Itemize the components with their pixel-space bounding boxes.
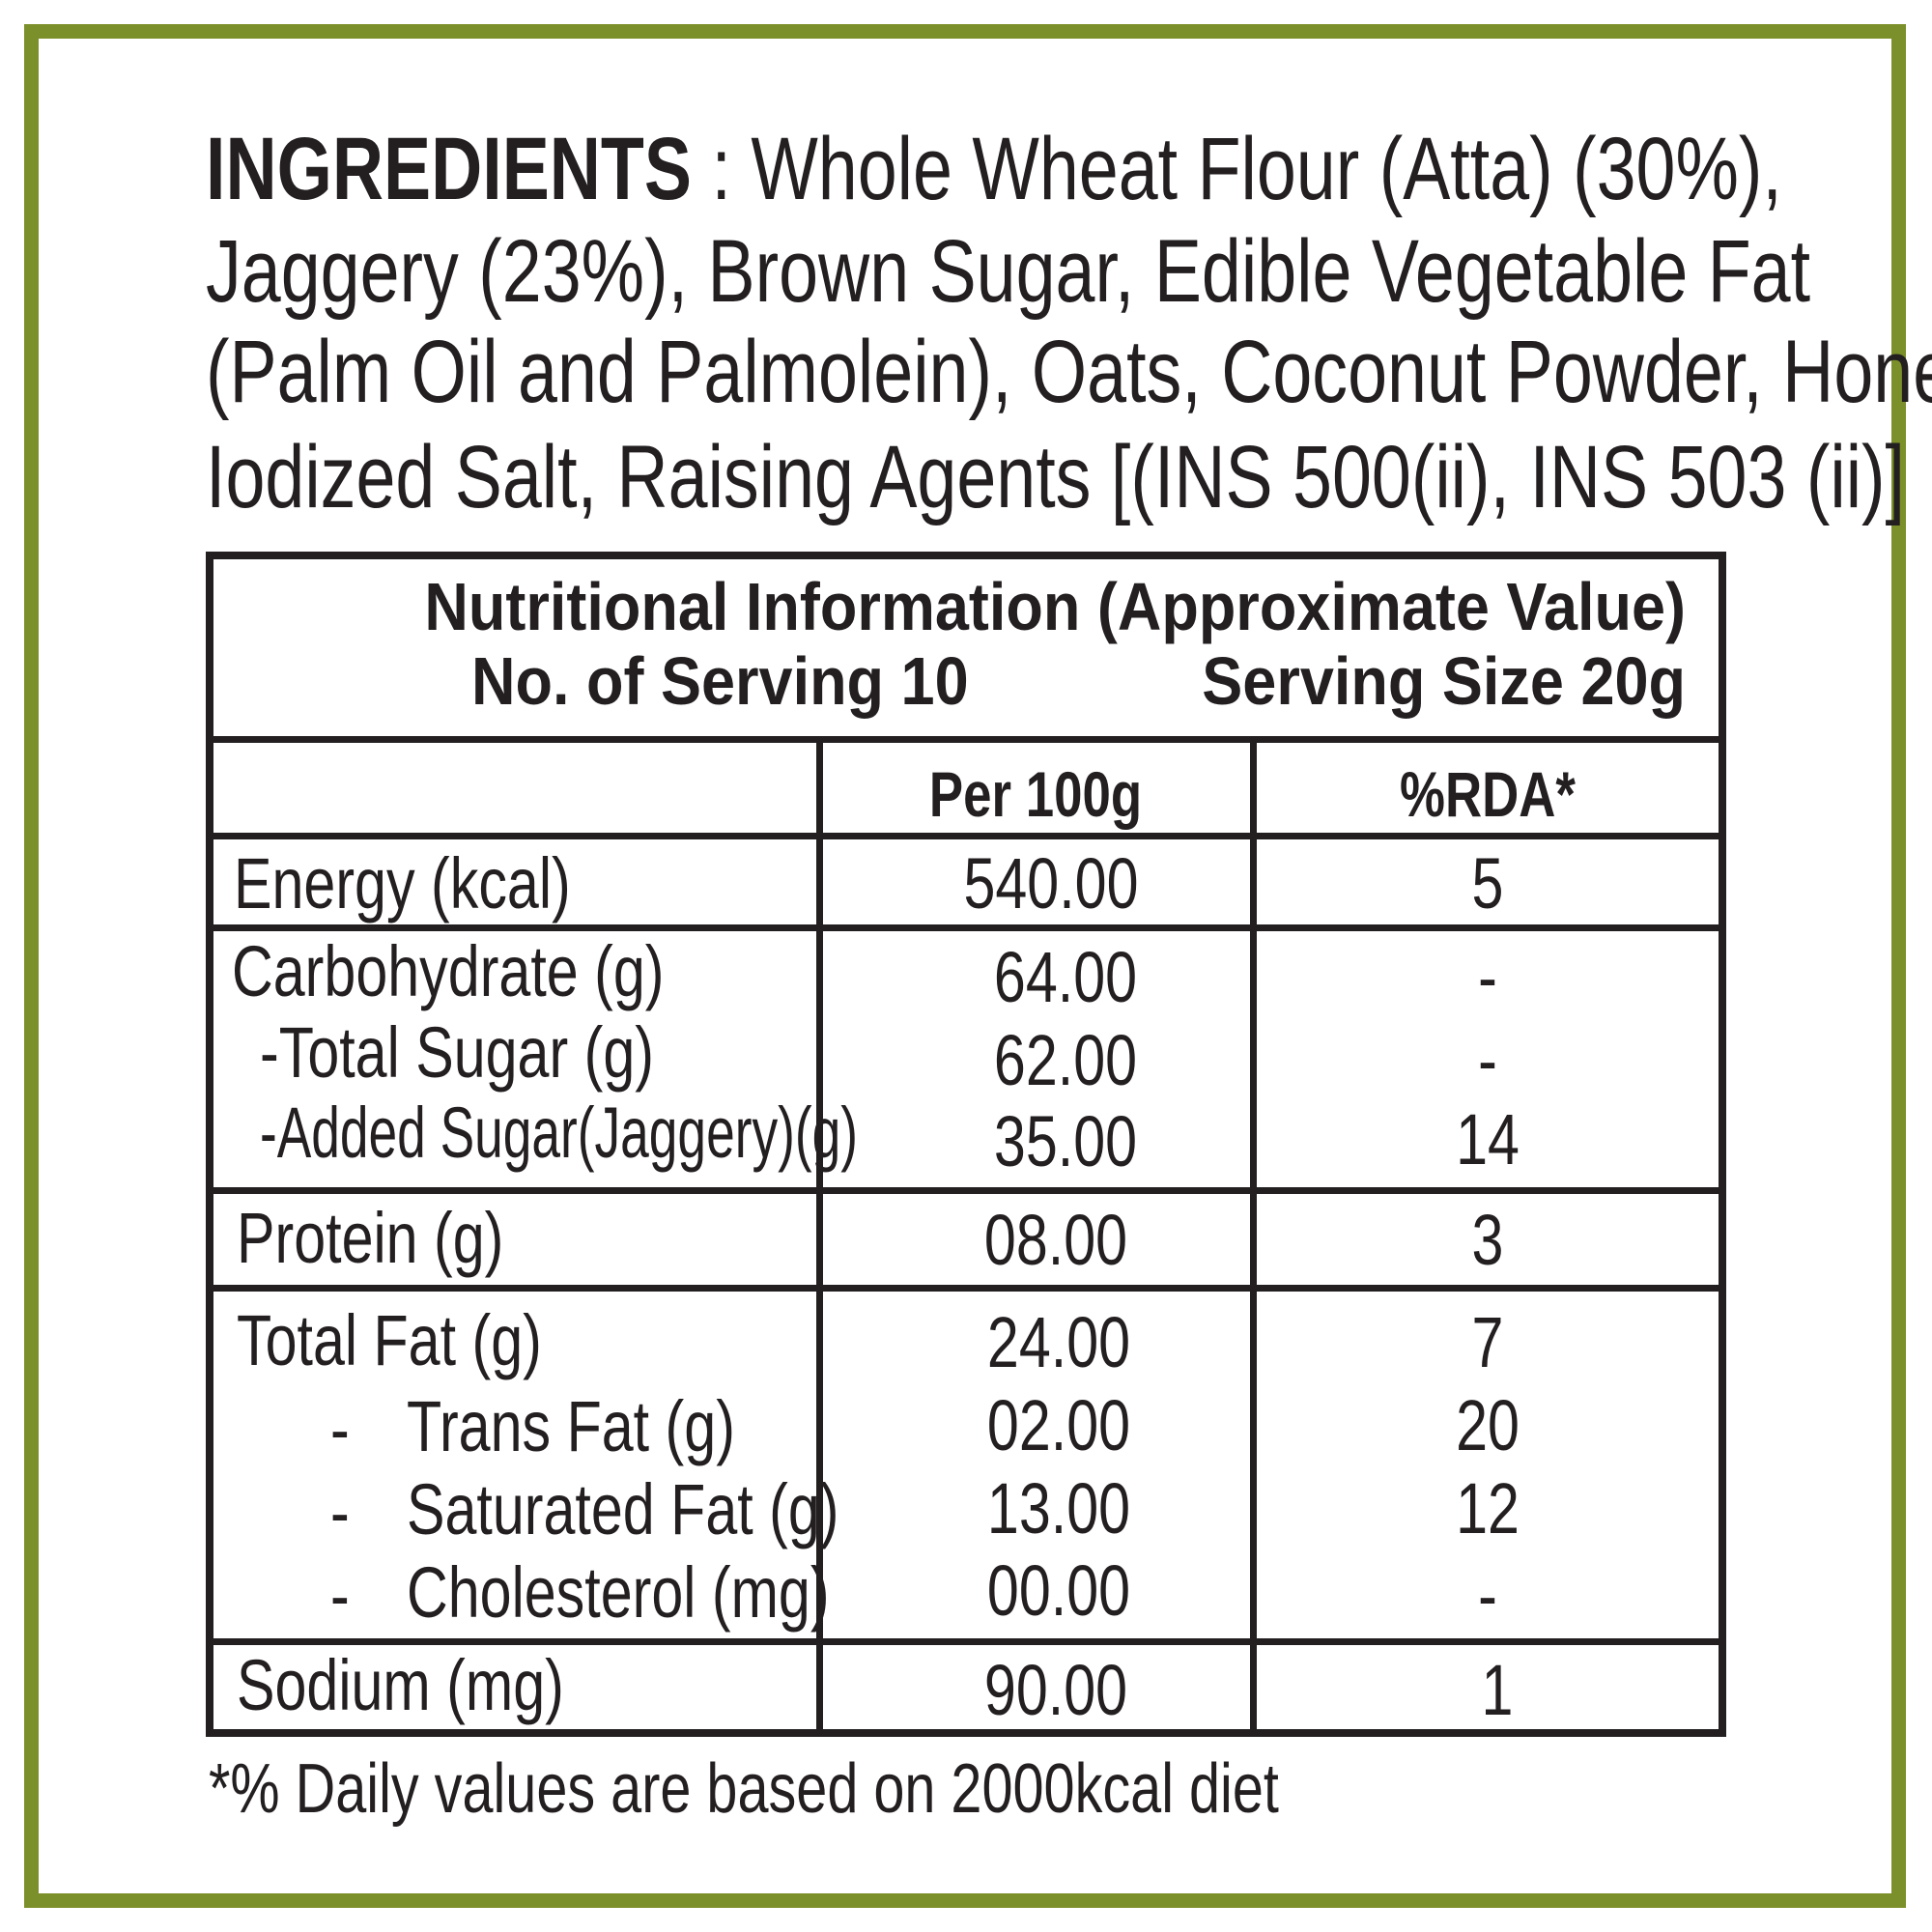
row-label-protein: Protein (g) bbox=[237, 1198, 504, 1278]
row-rda-trans-fat: 20 bbox=[1456, 1385, 1520, 1465]
row-rda-carbohydrate: - bbox=[1478, 937, 1497, 1017]
ingredients-text: : Whole Wheat Flour (Atta) (30%), bbox=[711, 120, 1782, 218]
row-rda-sodium: 1 bbox=[1481, 1650, 1514, 1730]
column-header-rda: %RDA* bbox=[1400, 758, 1576, 830]
servings-count: No. of Serving 10 bbox=[471, 643, 969, 719]
divider bbox=[206, 736, 1726, 743]
row-label-energy: Energy (kcal) bbox=[234, 843, 571, 923]
row-value-carbohydrate: 64.00 bbox=[993, 937, 1138, 1017]
green-frame-border bbox=[24, 24, 1906, 1908]
row-label-total-fat: Total Fat (g) bbox=[237, 1300, 542, 1380]
serving-size: Serving Size 20g bbox=[1202, 643, 1686, 719]
row-label-sodium: Sodium (mg) bbox=[237, 1645, 564, 1725]
row-value-added-sugar: 35.00 bbox=[993, 1101, 1138, 1181]
row-label-trans-fat: Trans Fat (g) bbox=[407, 1386, 735, 1466]
row-value-trans-fat: 02.00 bbox=[986, 1385, 1131, 1465]
row-value-total-sugar: 62.00 bbox=[993, 1020, 1138, 1100]
row-value-saturated-fat: 13.00 bbox=[986, 1468, 1131, 1548]
ingredients-line-2: Jaggery (23%), Brown Sugar, Edible Veget… bbox=[206, 222, 1811, 321]
divider bbox=[206, 1285, 1726, 1292]
row-label-cholesterol: Cholesterol (mg) bbox=[407, 1552, 830, 1633]
dash: - bbox=[330, 1555, 350, 1635]
row-value-energy: 540.00 bbox=[963, 843, 1139, 923]
row-label-carbohydrate: Carbohydrate (g) bbox=[232, 931, 665, 1011]
table-title: Nutritional Information (Approximate Val… bbox=[424, 569, 1686, 644]
row-rda-total-sugar: - bbox=[1478, 1020, 1497, 1100]
row-rda-saturated-fat: 12 bbox=[1456, 1468, 1520, 1548]
divider bbox=[206, 1187, 1726, 1194]
row-label-added-sugar: -Added Sugar(Jaggery)(g) bbox=[260, 1093, 858, 1173]
column-divider bbox=[816, 739, 823, 1737]
footnote: *% Daily values are based on 2000kcal di… bbox=[209, 1750, 1279, 1828]
column-header-per-100g: Per 100g bbox=[928, 758, 1143, 830]
row-rda-total-fat: 7 bbox=[1471, 1302, 1504, 1382]
divider bbox=[206, 1638, 1726, 1645]
row-value-total-fat: 24.00 bbox=[986, 1302, 1131, 1382]
divider bbox=[206, 833, 1726, 839]
row-rda-energy: 5 bbox=[1471, 843, 1504, 923]
row-rda-protein: 3 bbox=[1471, 1200, 1504, 1280]
ingredients-line-3: (Palm Oil and Palmolein), Oats, Coconut … bbox=[206, 323, 1932, 421]
dash: - bbox=[330, 1472, 350, 1552]
row-value-cholesterol: 00.00 bbox=[986, 1550, 1131, 1631]
dash: - bbox=[330, 1389, 350, 1469]
row-label-total-sugar: -Total Sugar (g) bbox=[260, 1012, 654, 1093]
row-rda-added-sugar: 14 bbox=[1456, 1099, 1520, 1179]
row-rda-cholesterol: - bbox=[1478, 1555, 1497, 1635]
row-value-sodium: 90.00 bbox=[983, 1650, 1128, 1730]
ingredients-label: INGREDIENTS bbox=[206, 120, 692, 218]
divider bbox=[206, 924, 1726, 931]
column-divider bbox=[1250, 739, 1257, 1737]
row-label-saturated-fat: Saturated Fat (g) bbox=[407, 1469, 839, 1549]
ingredients-line-1: INGREDIENTS : Whole Wheat Flour (Atta) (… bbox=[206, 125, 1782, 213]
ingredients-line-4: Iodized Salt, Raising Agents [(INS 500(i… bbox=[206, 428, 1905, 526]
row-value-protein: 08.00 bbox=[983, 1200, 1128, 1280]
nutrition-table bbox=[206, 552, 1726, 1737]
